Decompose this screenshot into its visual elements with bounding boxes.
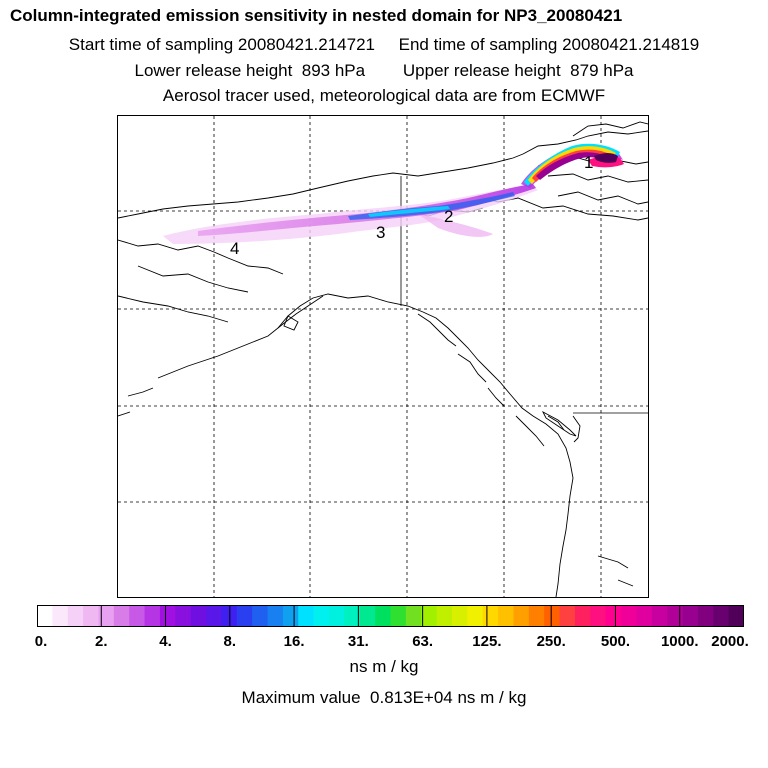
colorbar-tick-label: 63. (412, 633, 434, 650)
colorbar-tick-label: 2000. (711, 633, 749, 650)
colorbar-swatch (513, 605, 530, 627)
colorbar-border (37, 605, 744, 627)
colorbar-swatch (697, 605, 714, 627)
colorbar-swatch (83, 605, 100, 627)
colorbar-swatch (175, 605, 192, 627)
colorbar-swatch (574, 605, 591, 627)
colorbar-swatch (129, 605, 146, 627)
colorbar-swatch (498, 605, 515, 627)
colorbar-swatch (344, 605, 361, 627)
colorbar-tick-label: 500. (600, 633, 631, 650)
colorbar-tick-label: 4. (159, 633, 172, 650)
colorbar-tick-label: 16. (283, 633, 305, 650)
point-label-4: 4 (230, 239, 239, 258)
colorbar-swatch (37, 605, 53, 627)
plot-title: Column-integrated emission sensitivity i… (10, 6, 623, 25)
colorbar-swatch (621, 605, 638, 627)
colorbar-swatch (113, 605, 130, 627)
colorbar-swatch (52, 605, 69, 627)
tracer-info-line: Aerosol tracer used, meteorological data… (162, 86, 606, 105)
colorbar-swatch (467, 605, 484, 627)
colorbar-swatch (559, 605, 576, 627)
maximum-value: Maximum value 0.813E+04 ns m / kg (241, 688, 527, 707)
colorbar-swatch (67, 605, 84, 627)
release-height-line: Lower release height 893 hPa Upper relea… (134, 61, 634, 80)
colorbar-tick-label: 2. (95, 633, 108, 650)
colorbar-swatches (37, 605, 744, 627)
colorbar-swatch (190, 605, 207, 627)
colorbar-tick-label: 1000. (660, 633, 699, 650)
colorbar-units: ns m / kg (349, 657, 419, 676)
colorbar-swatch (528, 605, 545, 627)
colorbar-swatch (252, 605, 269, 627)
colorbar-swatch (590, 605, 607, 627)
coastlines (118, 121, 648, 597)
colorbar-swatch (98, 605, 115, 627)
colorbar-swatch (313, 605, 330, 627)
colorbar-swatch (405, 605, 422, 627)
colorbar-swatch (359, 605, 376, 627)
point-label-1: 1 (584, 153, 593, 172)
colorbar-swatch (282, 605, 299, 627)
map-grid (118, 116, 648, 597)
colorbar-tick-label: 250. (536, 633, 566, 650)
map-frame: 1 2 3 4 (117, 115, 649, 598)
colorbar-tick-label: 8. (223, 633, 237, 650)
point-label-2: 2 (444, 207, 453, 226)
colorbar-ticks (100, 605, 681, 627)
point-label-3: 3 (376, 223, 385, 242)
colorbar-swatch (267, 605, 284, 627)
colorbar (37, 605, 744, 627)
colorbar-swatch (236, 605, 253, 627)
colorbar-swatch (636, 605, 653, 627)
colorbar-swatch (605, 605, 622, 627)
colorbar-swatch (298, 605, 315, 627)
colorbar-tick-label: 31. (347, 633, 369, 650)
colorbar-swatch (667, 605, 684, 627)
colorbar-swatch (544, 605, 561, 627)
colorbar-swatch (713, 605, 730, 627)
colorbar-swatch (436, 605, 453, 627)
colorbar-swatch (682, 605, 699, 627)
colorbar-swatch (451, 605, 468, 627)
emission-plume (163, 143, 624, 244)
colorbar-swatch (482, 605, 499, 627)
colorbar-swatch (206, 605, 223, 627)
colorbar-tick-label: 125. (472, 633, 502, 650)
colorbar-swatch (375, 605, 392, 627)
sampling-time-line: Start time of sampling 20080421.214721 E… (68, 35, 700, 54)
colorbar-swatch (651, 605, 668, 627)
colorbar-swatch (144, 605, 161, 627)
colorbar-swatch (159, 605, 176, 627)
colorbar-swatch (390, 605, 407, 627)
colorbar-swatch (421, 605, 438, 627)
colorbar-tick-label: 0. (34, 633, 48, 650)
map-canvas: 1 2 3 4 (118, 116, 648, 597)
colorbar-swatch (329, 605, 345, 627)
colorbar-swatch (728, 605, 744, 627)
